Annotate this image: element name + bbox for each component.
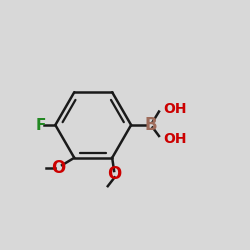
- Text: B: B: [145, 116, 158, 134]
- Text: F: F: [36, 118, 46, 132]
- Text: O: O: [108, 166, 122, 184]
- Text: OH: OH: [164, 102, 187, 116]
- Text: OH: OH: [164, 132, 187, 146]
- Text: O: O: [51, 158, 66, 176]
